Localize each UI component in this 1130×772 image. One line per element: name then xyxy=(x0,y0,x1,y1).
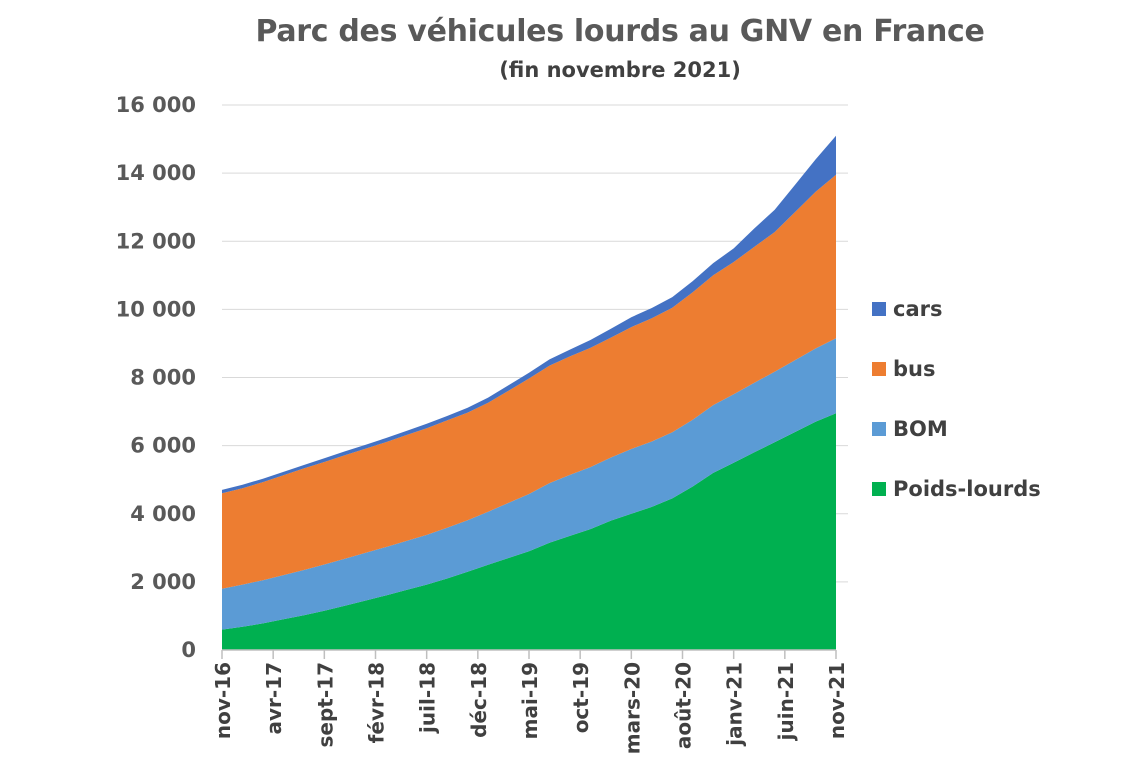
legend-label: Poids-lourds xyxy=(893,477,1041,501)
y-tick-label: 4 000 xyxy=(130,502,196,526)
x-tick-label: nov-16 xyxy=(211,662,235,739)
y-tick-label: 16 000 xyxy=(116,93,196,117)
x-tick-label: mai-19 xyxy=(518,662,542,739)
y-tick-label: 2 000 xyxy=(130,570,196,594)
y-tick-label: 0 xyxy=(181,638,196,662)
x-tick-label: juin-21 xyxy=(774,662,798,741)
x-tick-label: août-20 xyxy=(672,662,696,749)
x-tick-label: févr-18 xyxy=(365,662,389,743)
legend-swatch xyxy=(872,422,886,436)
x-tick-label: avr-17 xyxy=(262,662,286,735)
legend-label: BOM xyxy=(893,417,948,441)
area-bus xyxy=(222,174,836,589)
x-tick-label: nov-21 xyxy=(825,662,849,739)
axes xyxy=(221,649,837,659)
x-tick-label: janv-21 xyxy=(723,662,747,747)
legend-label: cars xyxy=(893,297,942,321)
plot-areas xyxy=(222,135,836,650)
x-tick-label: juil-18 xyxy=(416,662,440,734)
x-tick-label: déc-18 xyxy=(467,662,491,738)
legend-swatch xyxy=(872,482,886,496)
y-tick-labels: 0 2 000 4 000 6 000 8 000 10 000 12 000 14 000 1… xyxy=(116,93,196,662)
y-tick-label: 12 000 xyxy=(116,229,196,253)
y-tick-label: 8 000 xyxy=(130,366,196,390)
legend-swatch xyxy=(872,302,886,316)
area-bom xyxy=(222,338,836,630)
legend-label: bus xyxy=(893,357,935,381)
y-tick-label: 14 000 xyxy=(116,161,196,185)
area-poids-lourds xyxy=(222,413,836,650)
chart-subtitle: (fin novembre 2021) xyxy=(499,58,741,82)
chart-title: Parc des véhicules lourds au GNV en Fran… xyxy=(255,14,985,49)
x-tick-label: mars-20 xyxy=(620,662,644,754)
y-tick-label: 6 000 xyxy=(130,434,196,458)
x-tick-labels: nov-16 avr-17 sept-17 févr-18 juil-18 déc-18 m… xyxy=(211,662,849,754)
x-tick-label: sept-17 xyxy=(313,662,337,747)
legend-swatch xyxy=(872,362,886,376)
y-tick-label: 10 000 xyxy=(116,297,196,321)
x-tick-label: oct-19 xyxy=(569,662,593,733)
legend: cars bus BOM Poids-lourds xyxy=(872,297,1041,501)
